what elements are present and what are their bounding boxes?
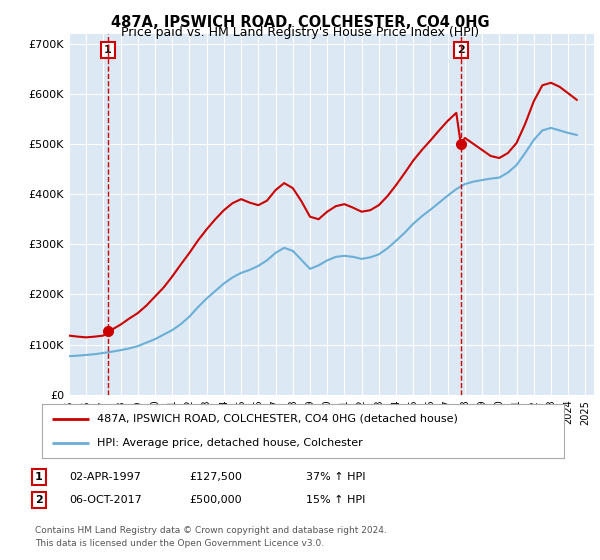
Text: 2: 2 xyxy=(457,45,464,55)
Text: HPI: Average price, detached house, Colchester: HPI: Average price, detached house, Colc… xyxy=(97,438,362,448)
Text: 1: 1 xyxy=(104,45,112,55)
Text: This data is licensed under the Open Government Licence v3.0.: This data is licensed under the Open Gov… xyxy=(35,539,324,548)
Text: £500,000: £500,000 xyxy=(189,495,242,505)
Text: Price paid vs. HM Land Registry's House Price Index (HPI): Price paid vs. HM Land Registry's House … xyxy=(121,26,479,39)
Text: 1: 1 xyxy=(35,472,43,482)
Text: 487A, IPSWICH ROAD, COLCHESTER, CO4 0HG: 487A, IPSWICH ROAD, COLCHESTER, CO4 0HG xyxy=(110,15,490,30)
Text: 37% ↑ HPI: 37% ↑ HPI xyxy=(306,472,365,482)
Text: 02-APR-1997: 02-APR-1997 xyxy=(69,472,141,482)
Text: 06-OCT-2017: 06-OCT-2017 xyxy=(69,495,142,505)
Text: 487A, IPSWICH ROAD, COLCHESTER, CO4 0HG (detached house): 487A, IPSWICH ROAD, COLCHESTER, CO4 0HG … xyxy=(97,414,458,424)
Text: 15% ↑ HPI: 15% ↑ HPI xyxy=(306,495,365,505)
Text: £127,500: £127,500 xyxy=(189,472,242,482)
Text: 2: 2 xyxy=(35,495,43,505)
Text: Contains HM Land Registry data © Crown copyright and database right 2024.: Contains HM Land Registry data © Crown c… xyxy=(35,526,386,535)
